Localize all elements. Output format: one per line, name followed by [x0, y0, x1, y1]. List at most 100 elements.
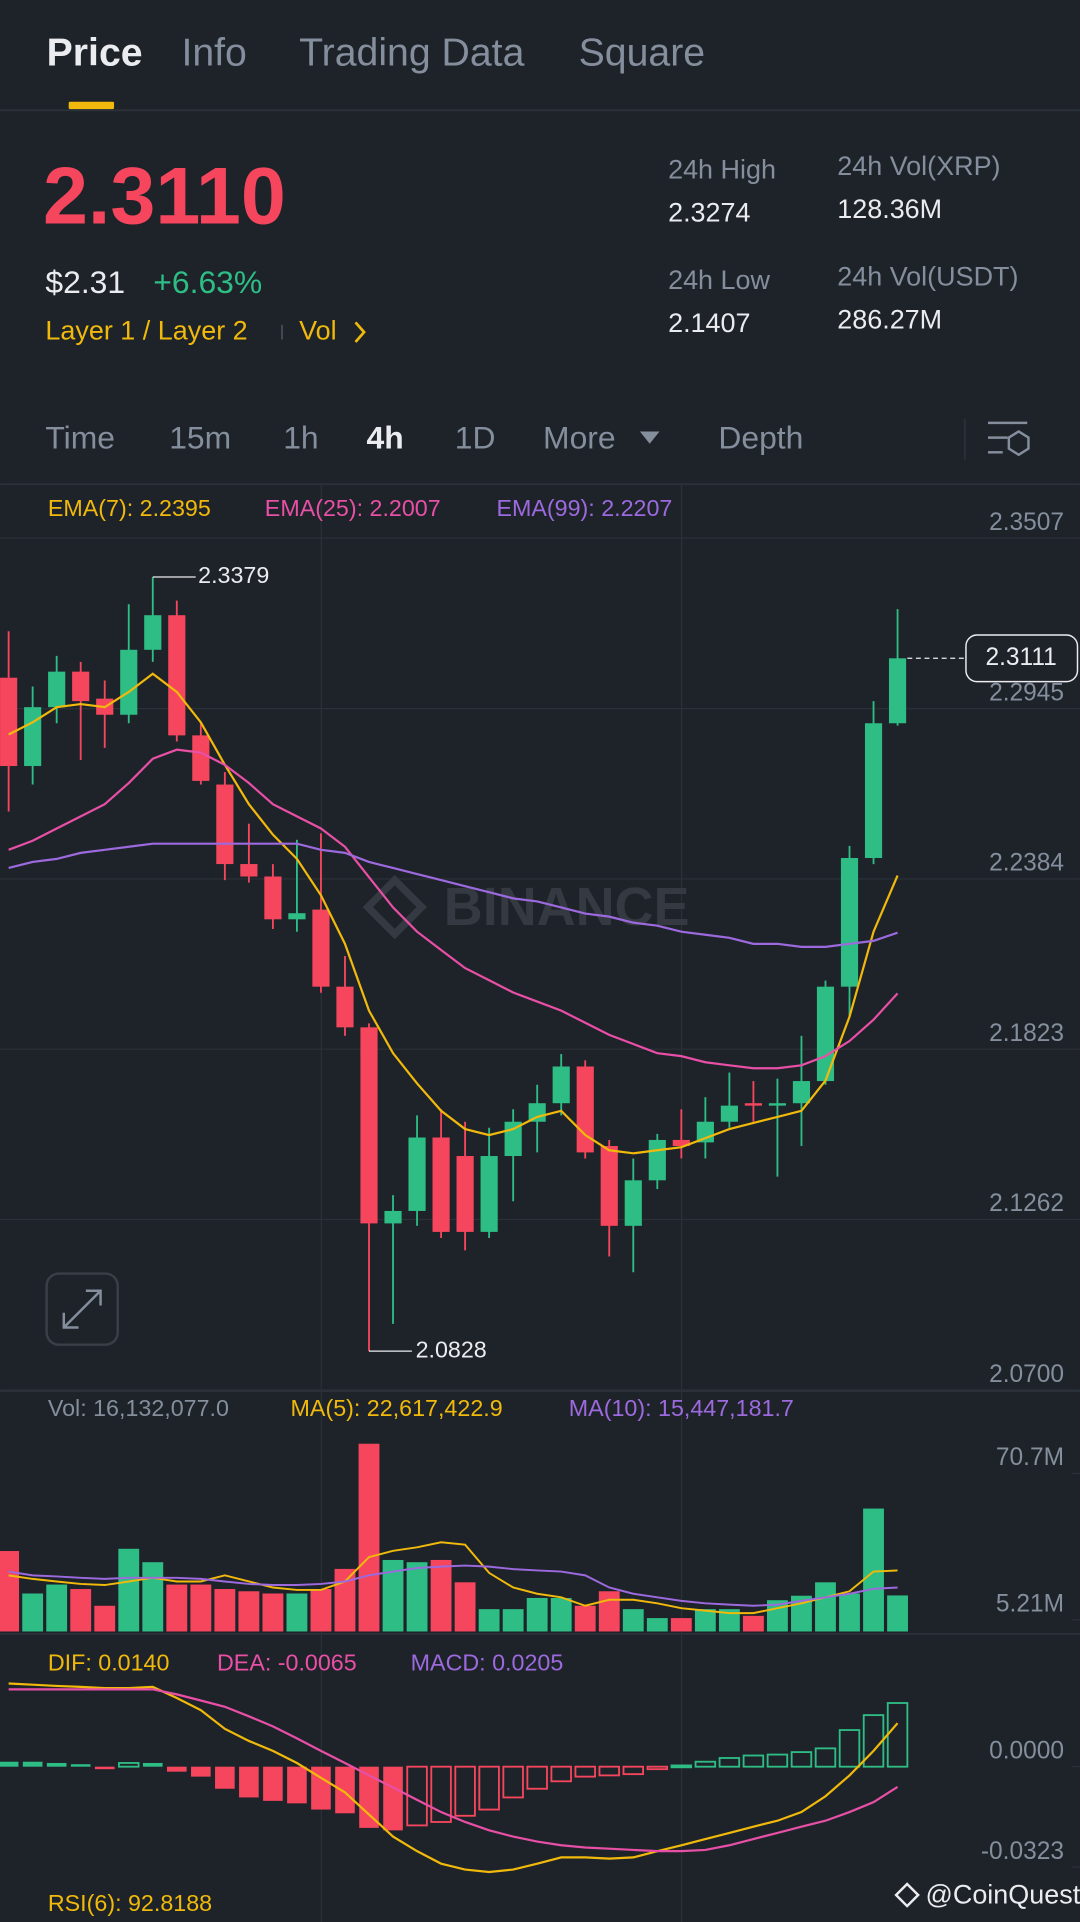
- macd-bar: [94, 1766, 115, 1770]
- volume-bar: [22, 1593, 44, 1632]
- macd-bar: [142, 1762, 163, 1767]
- dropdown-icon: [639, 431, 660, 444]
- volume-bar: [718, 1609, 740, 1632]
- interval[interactable]: Time: [45, 419, 115, 455]
- macd-bar: [46, 1762, 67, 1767]
- last-price-box: [965, 634, 1079, 683]
- interval[interactable]: 15m: [169, 419, 231, 455]
- y-tick-label: 2.1262: [989, 1190, 1064, 1217]
- macd-bar: [454, 1765, 476, 1817]
- y-tick-label: 2.0700: [989, 1361, 1064, 1388]
- macd-bar: [838, 1729, 861, 1768]
- macd-bar: [335, 1766, 355, 1814]
- last-price: 2.3110: [43, 152, 286, 242]
- candle-body: [864, 723, 883, 858]
- fiat-price: $2.31: [45, 264, 125, 300]
- legend-entry: EMA(99): 2.2207: [496, 495, 672, 521]
- tab[interactable]: Price: [47, 31, 143, 75]
- tab[interactable]: Info: [181, 31, 246, 75]
- volume-bar: [815, 1582, 836, 1632]
- candle-body: [624, 1180, 642, 1226]
- volume-bar: [262, 1593, 284, 1632]
- macd-bar: [263, 1766, 283, 1801]
- volume-bar: [670, 1618, 692, 1632]
- candle-body: [0, 677, 18, 767]
- candle-body: [168, 615, 186, 736]
- volume-bar: [286, 1593, 308, 1632]
- stat-label: 24h Vol(USDT): [837, 261, 1018, 291]
- stat-label: 24h High: [668, 155, 776, 185]
- expand-button[interactable]: [45, 1272, 119, 1346]
- macd-bar: [287, 1766, 307, 1804]
- macd-bar: [718, 1757, 741, 1768]
- tab[interactable]: Trading Data: [299, 31, 524, 75]
- macd-bar: [311, 1766, 331, 1810]
- macd-bar: [359, 1766, 379, 1828]
- macd-bar: [526, 1765, 548, 1790]
- candle-body: [216, 784, 234, 865]
- depth-tab[interactable]: Depth: [718, 419, 803, 455]
- macd-bar: [191, 1766, 211, 1777]
- button-frame: [45, 1272, 119, 1346]
- volume-bar: [382, 1559, 404, 1632]
- price-change: +6.63%: [153, 264, 262, 300]
- candle-body: [48, 671, 66, 708]
- interval-more[interactable]: More: [543, 419, 616, 455]
- candle-body: [528, 1103, 546, 1122]
- indicator-line: [8, 1564, 898, 1607]
- candle-body: [768, 1103, 787, 1106]
- macd-bar: [598, 1765, 620, 1777]
- volume-bar: [70, 1589, 92, 1632]
- candle-body: [360, 1027, 378, 1224]
- volume-bar: [478, 1609, 500, 1632]
- candle-body: [240, 864, 258, 877]
- macd-bar: [478, 1765, 500, 1811]
- interval[interactable]: 4h: [367, 419, 404, 455]
- macd-bar: [694, 1760, 717, 1768]
- candle-body: [408, 1137, 426, 1211]
- macd-bar: [574, 1765, 596, 1778]
- candle-body: [648, 1139, 666, 1181]
- macd-bar: [766, 1753, 789, 1768]
- legend-entry: Vol: 16,132,077.0: [48, 1395, 229, 1421]
- volume-bar: [118, 1548, 140, 1632]
- watermark: BINANCE: [362, 874, 689, 940]
- volume-bar: [863, 1508, 884, 1632]
- macd-bar: [814, 1747, 837, 1768]
- candle-body: [288, 913, 306, 920]
- candle-body: [336, 986, 354, 1028]
- settings-icon[interactable]: [988, 421, 1030, 457]
- volume-bar: [94, 1605, 116, 1632]
- volume-bar: [887, 1595, 908, 1632]
- volume-bar: [142, 1562, 164, 1632]
- rsi-label: RSI(6): 92.8188: [48, 1890, 212, 1916]
- y-tick-label: 2.2384: [989, 850, 1064, 877]
- macd-bar: [118, 1762, 140, 1768]
- candle-body: [24, 707, 42, 767]
- interval[interactable]: 1D: [455, 419, 496, 455]
- tab[interactable]: Square: [579, 31, 705, 75]
- vol-link[interactable]: Vol: [299, 315, 336, 345]
- macd-bar: [670, 1764, 693, 1769]
- tag-link[interactable]: Layer 1 / Layer 2: [45, 315, 247, 345]
- volume-bar: [406, 1562, 428, 1632]
- candle-body: [552, 1066, 570, 1104]
- interval[interactable]: 1h: [283, 419, 318, 455]
- y-tick-label: 2.2945: [989, 679, 1064, 706]
- tab-indicator: [68, 101, 115, 110]
- candle-body: [480, 1156, 498, 1232]
- candle-body: [432, 1137, 450, 1232]
- volume-bar: [46, 1584, 68, 1632]
- volume-bar: [646, 1618, 668, 1632]
- legend-entry: MACD: 0.0205: [411, 1650, 564, 1676]
- legend-entry: DEA: -0.0065: [217, 1650, 357, 1676]
- candle-body: [264, 876, 282, 920]
- candle-body: [120, 649, 138, 715]
- volume-bar: [839, 1593, 860, 1632]
- credit: @CoinQuest: [926, 1879, 1080, 1909]
- indicator-line: [8, 1688, 899, 1853]
- indicator-line: [8, 842, 898, 949]
- legend-entry: EMA(25): 2.2007: [265, 495, 441, 521]
